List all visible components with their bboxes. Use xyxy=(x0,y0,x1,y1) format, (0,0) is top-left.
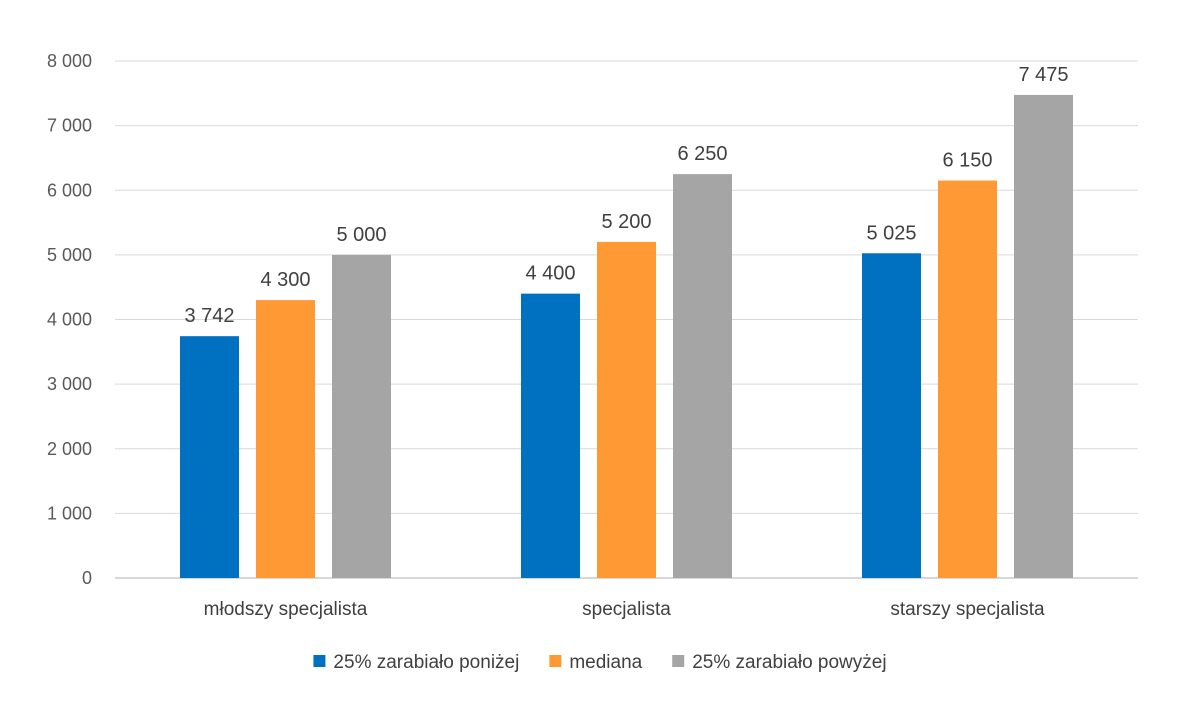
y-tick-label: 6 000 xyxy=(47,180,92,200)
bar xyxy=(332,254,391,578)
y-tick-label: 1 000 xyxy=(47,503,92,523)
bar xyxy=(938,180,997,578)
legend-item: 25% zarabiało poniżej xyxy=(313,652,519,673)
bar xyxy=(597,241,656,578)
data-labels: 3 742 4 300 5 000 4 400 5 200 6 250 5 025 6 150… xyxy=(184,64,1068,327)
y-tick-label: 4 000 xyxy=(47,310,92,330)
y-axis-ticks: 0 1 000 2 000 3 000 4 000 5 000 6 000 7 000 8 00… xyxy=(47,51,92,588)
legend-swatch xyxy=(313,655,326,667)
legend-item: 25% zarabiało powyżej xyxy=(672,652,887,673)
data-label: 6 150 xyxy=(942,150,992,172)
bar xyxy=(180,336,239,578)
legend-label: 25% zarabiało poniżej xyxy=(333,652,519,673)
data-label: 3 742 xyxy=(184,305,234,327)
bar xyxy=(673,174,732,578)
y-tick-label: 2 000 xyxy=(47,439,92,459)
x-category-label: młodszy specjalista xyxy=(204,599,368,620)
legend-swatch xyxy=(672,655,685,667)
bar xyxy=(1014,94,1073,578)
y-tick-label: 3 000 xyxy=(47,374,92,394)
data-label: 5 025 xyxy=(866,222,916,244)
y-tick-label: 0 xyxy=(82,568,92,588)
data-label: 5 000 xyxy=(336,224,386,246)
bars xyxy=(180,94,1073,578)
data-label: 4 300 xyxy=(260,269,310,291)
bar xyxy=(521,293,580,578)
data-label: 6 250 xyxy=(677,143,727,165)
bar xyxy=(256,300,315,578)
data-label: 4 400 xyxy=(525,263,575,285)
legend-swatch xyxy=(549,655,562,667)
y-tick-label: 8 000 xyxy=(47,51,92,71)
data-label: 5 200 xyxy=(601,211,651,233)
data-label: 7 475 xyxy=(1018,64,1068,86)
x-axis-categories: młodszy specjalista specjalista starszy sp… xyxy=(204,599,1045,620)
legend-item: mediana xyxy=(549,652,643,673)
legend-label: 25% zarabiało powyżej xyxy=(692,652,886,673)
legend-label: mediana xyxy=(569,652,642,673)
x-category-label: specjalista xyxy=(582,599,671,620)
legend: 25% zarabiało poniżej mediana 25% zarabiał… xyxy=(313,652,887,673)
y-tick-label: 5 000 xyxy=(47,245,92,265)
bar xyxy=(862,253,921,578)
x-category-label: starszy specjalista xyxy=(890,599,1045,620)
y-tick-label: 7 000 xyxy=(47,116,92,136)
